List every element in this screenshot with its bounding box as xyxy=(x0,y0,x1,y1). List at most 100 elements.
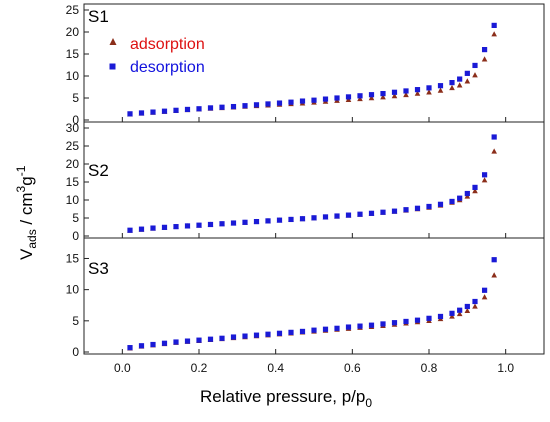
x-axis-title-subscript: 0 xyxy=(365,396,372,410)
s1-adsorption-point xyxy=(481,56,488,62)
s3-desorption-point xyxy=(138,343,145,349)
s1-y-tick-label: 20 xyxy=(66,25,80,39)
s3-desorption-point xyxy=(150,341,156,348)
s3-adsorption-point xyxy=(472,303,478,309)
s3-y-tick-label: 5 xyxy=(72,314,79,328)
s2-adsorption-point xyxy=(472,188,478,194)
panel-s3: 0 5 10 15 S3 xyxy=(66,237,545,359)
s3-desorption-point xyxy=(345,324,352,330)
s1-adsorption-point xyxy=(380,94,386,100)
x-tick-label: 0.2 xyxy=(191,361,208,375)
panel-s2-marks xyxy=(127,134,497,233)
s3-adsorption-point xyxy=(449,313,455,319)
s1-desorption-point xyxy=(138,110,145,116)
panel-s3-y-axis: 0 5 10 15 xyxy=(66,251,89,359)
legend-desorption-marker xyxy=(109,63,116,70)
s1-desorption-point xyxy=(207,105,214,111)
panel-s1: 0 5 10 15 20 25 S1 adsorption desorption xyxy=(66,3,545,127)
s3-desorption-point xyxy=(322,326,329,332)
legend: adsorption desorption xyxy=(109,36,205,76)
s3-desorption-point xyxy=(219,335,225,341)
s2-desorption-point xyxy=(345,212,352,218)
s2-desorption-point xyxy=(322,214,329,220)
s2-desorption-point xyxy=(491,134,497,140)
s1-desorption-point xyxy=(449,80,455,86)
s3-desorption-point xyxy=(276,330,283,336)
s2-desorption-point xyxy=(437,201,444,207)
s3-desorption-point xyxy=(334,325,340,331)
s2-desorption-point xyxy=(299,216,306,222)
y-axis-title-v: V xyxy=(17,248,36,260)
s1-adsorption-point xyxy=(403,91,409,98)
s3-desorption-point xyxy=(403,318,409,325)
s3-y-tick-label: 15 xyxy=(66,251,80,265)
s3-desorption-point xyxy=(457,307,463,313)
s2-y-tick-label: 10 xyxy=(66,193,80,207)
panel-s2-label: S2 xyxy=(88,161,109,180)
s2-desorption-point xyxy=(457,195,463,201)
x-axis-title-main: Relative pressure, p/p xyxy=(200,387,365,406)
s3-desorption-point xyxy=(265,331,271,337)
s1-adsorption-point xyxy=(472,72,478,78)
panel-s1-y-axis: 0 5 10 15 20 25 xyxy=(66,3,89,127)
s2-desorption-point xyxy=(414,205,421,211)
s2-y-tick-label: 0 xyxy=(72,229,79,243)
s1-desorption-point xyxy=(276,100,283,106)
s1-desorption-point xyxy=(357,93,363,99)
s3-desorption-point xyxy=(414,317,421,323)
s1-desorption-point xyxy=(334,95,340,101)
s1-adsorption-point xyxy=(368,95,375,101)
legend-adsorption-marker xyxy=(109,38,117,45)
s1-desorption-point xyxy=(472,62,478,69)
s3-desorption-point xyxy=(426,315,432,321)
s2-desorption-point xyxy=(357,211,363,217)
s3-desorption-point xyxy=(184,338,191,344)
s1-desorption-point xyxy=(437,83,444,89)
s1-desorption-point xyxy=(265,101,271,107)
s3-desorption-point xyxy=(464,303,470,310)
s2-desorption-point xyxy=(138,226,145,232)
s1-desorption-point xyxy=(184,106,191,113)
s2-desorption-point xyxy=(426,203,432,210)
s1-desorption-point xyxy=(345,94,352,100)
s3-y-tick-label: 10 xyxy=(66,283,80,297)
s1-adsorption-point xyxy=(391,93,398,99)
panel-s2-y-axis: 0 5 10 15 20 25 30 xyxy=(66,121,89,243)
s1-desorption-point xyxy=(481,47,488,53)
s1-adsorption-point xyxy=(464,78,471,84)
s1-adsorption-point xyxy=(449,84,455,91)
y-axis-title-sup-3: 3 xyxy=(14,185,28,192)
s1-desorption-point xyxy=(230,103,237,110)
s1-desorption-point xyxy=(426,85,432,91)
s2-y-tick-label: 30 xyxy=(66,121,80,135)
s1-adsorption-point xyxy=(426,89,432,95)
s3-desorption-point xyxy=(437,313,444,320)
s1-desorption-point xyxy=(173,107,179,113)
s2-adsorption-point xyxy=(481,177,488,183)
s1-adsorption-point xyxy=(491,31,497,37)
s2-desorption-point xyxy=(265,218,271,224)
legend-desorption-label: desorption xyxy=(130,59,205,76)
s1-y-tick-label: 25 xyxy=(66,3,80,17)
panel-s1-label: S1 xyxy=(88,7,109,26)
s2-desorption-point xyxy=(161,224,168,230)
s2-desorption-point xyxy=(311,215,317,221)
s3-y-tick-label: 0 xyxy=(72,345,79,359)
x-axis-title: Relative pressure, p/p0 xyxy=(200,387,372,410)
x-tick-label: 1.0 xyxy=(497,361,514,375)
s2-desorption-point xyxy=(150,225,156,231)
s3-desorption-point xyxy=(288,329,294,335)
s1-adsorption-point xyxy=(456,82,463,88)
s3-desorption-point xyxy=(161,340,168,346)
s3-adsorption-point xyxy=(481,294,488,300)
s3-desorption-point xyxy=(481,287,488,293)
s1-y-tick-label: 10 xyxy=(66,69,80,83)
s2-y-tick-label: 20 xyxy=(66,157,80,171)
s3-desorption-point xyxy=(311,327,317,333)
x-tick-label: 0.4 xyxy=(267,361,284,375)
s2-desorption-point xyxy=(276,217,283,223)
s2-desorption-point xyxy=(207,221,214,228)
s1-desorption-point xyxy=(127,111,133,117)
s1-desorption-point xyxy=(403,88,409,94)
